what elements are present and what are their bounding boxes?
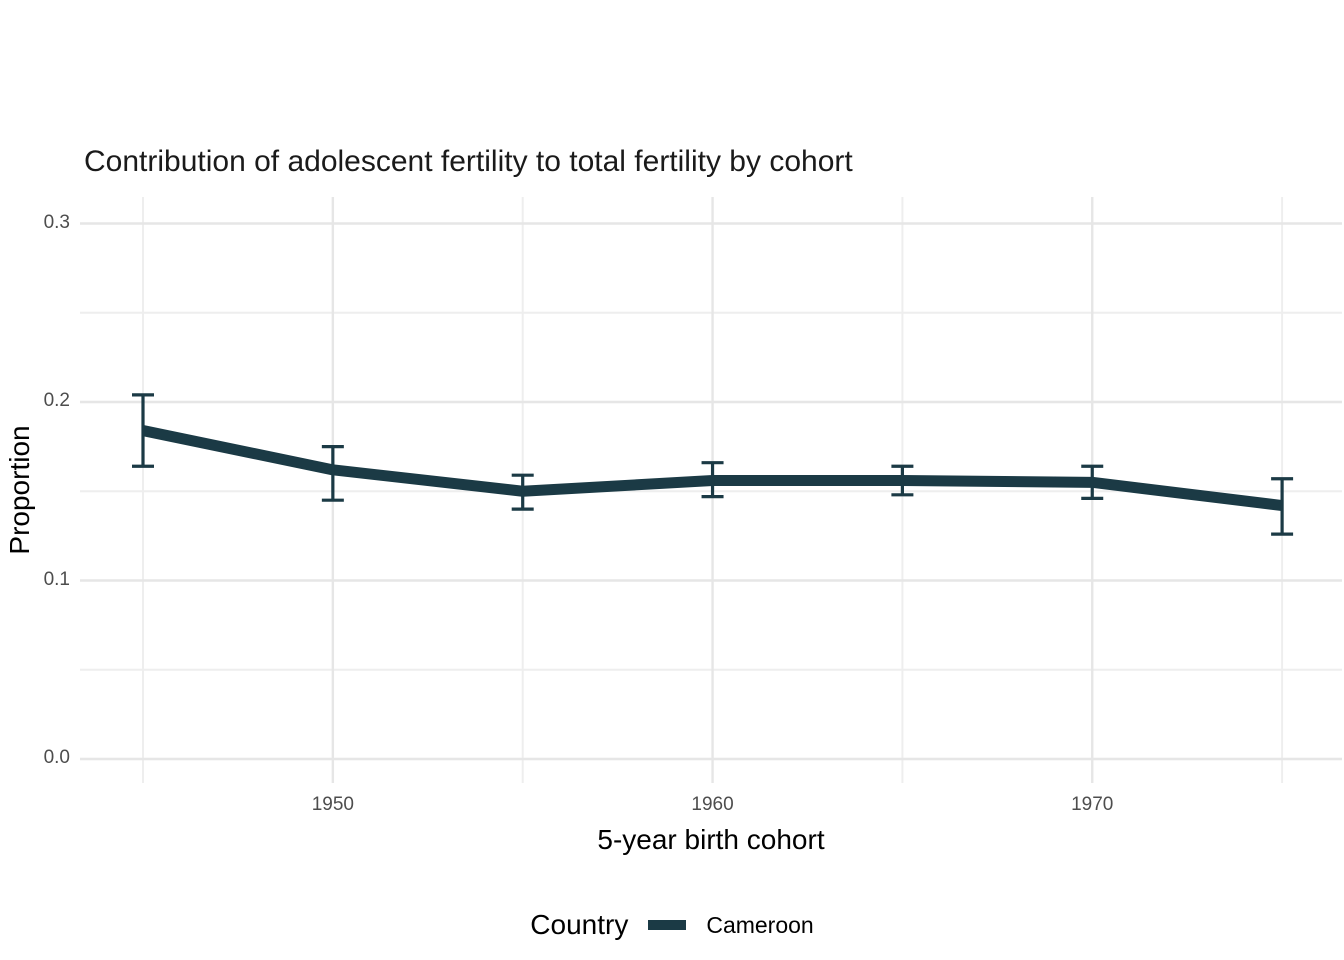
- y-tick-label: 0.2: [43, 390, 70, 411]
- legend-key-line-icon: [648, 920, 687, 930]
- y-tick-label: 0.1: [43, 568, 70, 590]
- x-axis-title: 5-year birth cohort: [597, 824, 825, 855]
- y-tick-label: 0.0: [43, 747, 70, 768]
- chart-title: Contribution of adolescent fertility to …: [84, 145, 853, 178]
- y-axis-title: Proportion: [4, 425, 35, 555]
- y-tick-label: 0.3: [43, 211, 70, 233]
- x-tick-label: 1970: [1071, 794, 1114, 815]
- x-tick-label: 1960: [691, 794, 734, 815]
- legend: Country Cameroon: [0, 903, 1344, 947]
- x-tick-label: 1950: [311, 794, 354, 815]
- legend-label-cameroon: Cameroon: [706, 911, 814, 938]
- legend-title: Country: [530, 909, 629, 940]
